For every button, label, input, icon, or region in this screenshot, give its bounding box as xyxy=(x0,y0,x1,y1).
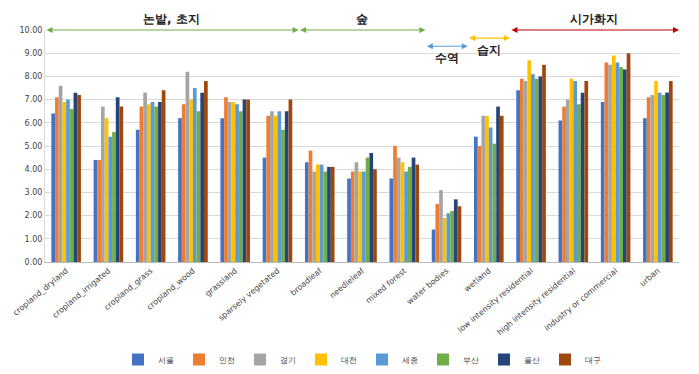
svg-text:wetland: wetland xyxy=(462,266,492,293)
svg-text:세종: 세종 xyxy=(402,356,418,365)
svg-text:cropland_irrigated: cropland_irrigated xyxy=(51,266,113,320)
svg-text:습지: 습지 xyxy=(477,43,501,57)
svg-text:시가화지: 시가화지 xyxy=(570,12,618,26)
svg-text:수역: 수역 xyxy=(435,51,459,65)
svg-text:5.00: 5.00 xyxy=(25,142,43,151)
svg-text:숲: 숲 xyxy=(356,12,368,26)
svg-text:water bodies: water bodies xyxy=(405,266,450,306)
svg-text:9.00: 9.00 xyxy=(25,49,43,58)
svg-text:경기: 경기 xyxy=(280,356,296,365)
svg-text:0.00: 0.00 xyxy=(25,258,43,267)
svg-text:8.00: 8.00 xyxy=(25,72,43,81)
svg-text:인천: 인천 xyxy=(219,356,235,365)
svg-text:4.00: 4.00 xyxy=(25,165,43,174)
svg-text:대전: 대전 xyxy=(341,356,357,365)
svg-text:서울: 서울 xyxy=(158,356,174,365)
svg-text:high intensity residential: high intensity residential xyxy=(495,266,577,337)
svg-text:울산: 울산 xyxy=(524,356,540,365)
svg-text:대구: 대구 xyxy=(585,356,601,365)
svg-text:urban: urban xyxy=(638,266,662,288)
svg-text:부산: 부산 xyxy=(463,356,479,365)
svg-text:grassland: grassland xyxy=(203,266,239,298)
svg-text:cropland_wood: cropland_wood xyxy=(145,266,197,312)
svg-text:sparsely vegetated: sparsely vegetated xyxy=(217,266,282,322)
svg-text:6.00: 6.00 xyxy=(25,119,43,128)
svg-text:논밭, 초지: 논밭, 초지 xyxy=(143,12,200,26)
svg-text:needleleaf: needleleaf xyxy=(328,266,366,300)
svg-text:industry or commercial: industry or commercial xyxy=(543,266,620,332)
svg-text:2.00: 2.00 xyxy=(25,211,43,220)
svg-text:broadleaf: broadleaf xyxy=(289,266,324,297)
svg-text:7.00: 7.00 xyxy=(25,95,43,104)
svg-text:low intensity residential: low intensity residential xyxy=(456,266,535,334)
svg-text:mixed forest: mixed forest xyxy=(364,266,408,305)
svg-text:1.00: 1.00 xyxy=(25,235,43,244)
svg-text:cropland_grass: cropland_grass xyxy=(102,266,154,312)
svg-text:10.00: 10.00 xyxy=(19,26,42,35)
svg-text:3.00: 3.00 xyxy=(25,188,43,197)
svg-text:cropland_dryland: cropland_dryland xyxy=(11,266,70,317)
